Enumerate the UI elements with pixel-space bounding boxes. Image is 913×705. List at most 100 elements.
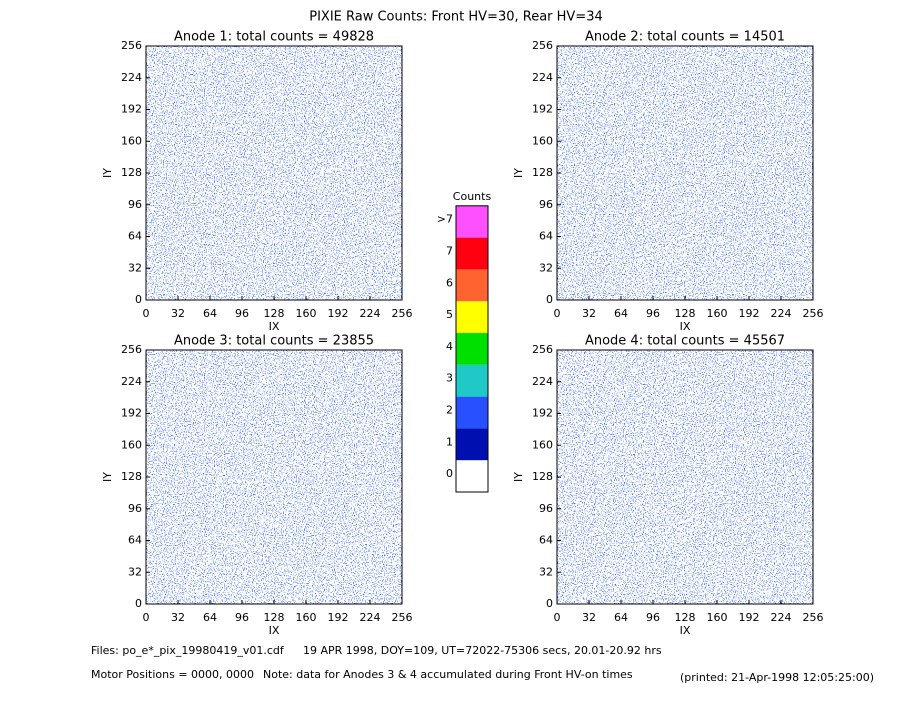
y-tick-label: 64 [128, 230, 142, 243]
y-axis-label: IY [512, 168, 525, 178]
x-tick-label: 224 [771, 307, 792, 320]
y-tick-label: 96 [128, 502, 142, 515]
y-tick-label: 192 [121, 103, 142, 116]
x-tick-label: 0 [143, 307, 150, 320]
y-tick-label: 0 [546, 293, 553, 306]
y-tick-label: 96 [128, 198, 142, 211]
x-axis-label: IX [680, 624, 691, 637]
y-tick-label: 32 [128, 565, 142, 578]
x-tick-label: 256 [392, 307, 413, 320]
y-tick-label: 224 [121, 375, 142, 388]
x-tick-label: 128 [264, 307, 285, 320]
y-tick-label: 160 [121, 134, 142, 147]
y-tick-label: 256 [532, 39, 553, 52]
x-axis-label: IX [680, 320, 691, 333]
y-tick-label: 128 [532, 166, 553, 179]
x-tick-label: 0 [143, 611, 150, 624]
count-image [557, 350, 813, 604]
y-tick-label: 256 [532, 343, 553, 356]
panel-title: Anode 2: total counts = 14501 [585, 30, 785, 45]
panel-title: Anode 1: total counts = 49828 [174, 30, 374, 45]
x-tick-label: 256 [392, 611, 413, 624]
x-tick-label: 160 [296, 307, 317, 320]
x-tick-label: 96 [646, 611, 660, 624]
x-tick-label: 128 [675, 611, 696, 624]
y-tick-label: 96 [539, 502, 553, 515]
colorbar-label: 2 [446, 404, 453, 417]
y-axis-label: IY [101, 168, 114, 178]
footer-motor: Motor Positions = 0000, 0000 [91, 668, 254, 681]
footer-printed: (printed: 21-Apr-1998 12:05:25:00) [680, 671, 874, 684]
x-tick-label: 224 [360, 307, 381, 320]
y-tick-label: 0 [135, 293, 142, 306]
y-tick-label: 160 [532, 134, 553, 147]
panel-title: Anode 3: total counts = 23855 [174, 334, 374, 349]
x-tick-label: 160 [707, 611, 728, 624]
y-tick-label: 256 [121, 39, 142, 52]
x-tick-label: 64 [203, 611, 217, 624]
main-title: PIXIE Raw Counts: Front HV=30, Rear HV=3… [309, 10, 603, 25]
x-tick-label: 224 [771, 611, 792, 624]
y-tick-label: 64 [539, 230, 553, 243]
colorbar-swatch [456, 460, 488, 492]
y-tick-label: 64 [539, 534, 553, 547]
y-tick-label: 192 [532, 103, 553, 116]
y-tick-label: 192 [532, 407, 553, 420]
colorbar-label: 1 [446, 435, 453, 448]
y-tick-label: 128 [532, 470, 553, 483]
y-tick-label: 224 [532, 375, 553, 388]
x-tick-label: 128 [264, 611, 285, 624]
x-axis-label: IX [269, 624, 280, 637]
y-tick-label: 32 [539, 261, 553, 274]
count-image [146, 46, 402, 300]
x-tick-label: 96 [235, 611, 249, 624]
x-tick-label: 96 [646, 307, 660, 320]
x-tick-label: 256 [803, 307, 824, 320]
x-tick-label: 32 [171, 307, 185, 320]
x-tick-label: 32 [171, 611, 185, 624]
colorbar-swatch [456, 205, 488, 238]
x-tick-label: 64 [614, 307, 628, 320]
y-tick-label: 224 [532, 71, 553, 84]
y-tick-label: 0 [546, 597, 553, 610]
colorbar-label: 5 [446, 308, 453, 321]
colorbar-label: >7 [437, 213, 453, 226]
colorbar-title: Counts [453, 190, 492, 203]
y-tick-label: 256 [121, 343, 142, 356]
footer-info: 19 APR 1998, DOY=109, UT=72022-75306 sec… [303, 644, 662, 657]
colorbar-swatch [456, 396, 488, 429]
y-axis-label: IY [512, 472, 525, 482]
colorbar-label: 3 [446, 372, 453, 385]
y-tick-label: 96 [539, 198, 553, 211]
x-tick-label: 160 [296, 611, 317, 624]
x-tick-label: 32 [582, 307, 596, 320]
x-tick-label: 256 [803, 611, 824, 624]
y-tick-label: 64 [128, 534, 142, 547]
y-tick-label: 32 [539, 565, 553, 578]
y-tick-label: 0 [135, 597, 142, 610]
x-axis-label: IX [269, 320, 280, 333]
y-axis-label: IY [101, 472, 114, 482]
y-tick-label: 160 [121, 438, 142, 451]
colorbar-swatch [456, 301, 488, 333]
x-tick-label: 224 [360, 611, 381, 624]
colorbar-swatch [456, 364, 488, 397]
x-tick-label: 192 [328, 611, 349, 624]
colorbar-swatch [456, 428, 488, 461]
colorbar-swatch [456, 269, 488, 302]
x-tick-label: 64 [203, 307, 217, 320]
y-tick-label: 192 [121, 407, 142, 420]
y-tick-label: 224 [121, 71, 142, 84]
footer-files: Files: po_e*_pix_19980419_v01.cdf [91, 644, 285, 657]
colorbar-label: 4 [446, 340, 453, 353]
x-tick-label: 192 [739, 611, 760, 624]
y-tick-label: 128 [121, 470, 142, 483]
x-tick-label: 192 [328, 307, 349, 320]
colorbar-swatch [456, 333, 488, 365]
x-tick-label: 0 [554, 611, 561, 624]
y-tick-label: 160 [532, 438, 553, 451]
colorbar-label: 7 [446, 245, 453, 258]
panel-title: Anode 4: total counts = 45567 [585, 334, 785, 349]
count-image [146, 350, 402, 604]
